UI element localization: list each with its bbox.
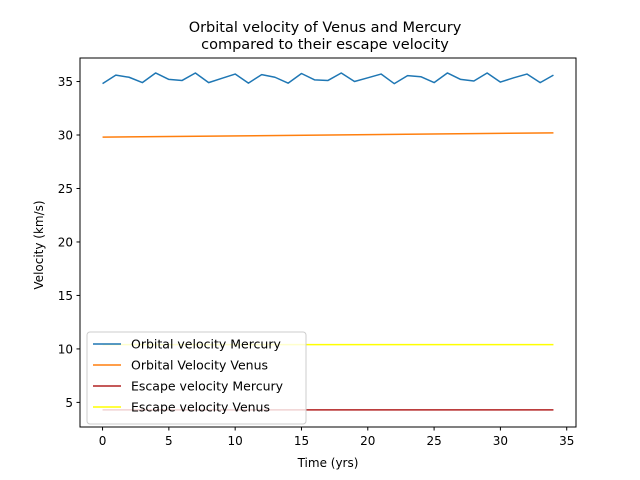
chart-title-line-1: Orbital velocity of Venus and Mercury xyxy=(189,20,462,36)
legend: Orbital velocity Mercury Orbital Velocity… xyxy=(86,331,307,425)
legend-entry-0: Orbital velocity Mercury xyxy=(131,337,281,352)
y-tick-label: 15 xyxy=(58,289,73,303)
y-tick-label: 25 xyxy=(58,182,73,196)
x-tick-label: 5 xyxy=(165,434,173,448)
x-tick-label: 25 xyxy=(426,434,441,448)
series-line-1 xyxy=(102,132,554,138)
x-axis-title: Time (yrs) xyxy=(297,456,359,470)
series-line-0 xyxy=(102,72,554,85)
y-tick-label: 30 xyxy=(58,129,73,143)
y-tick-label: 5 xyxy=(65,396,73,410)
legend-entry-3: Escape velocity Venus xyxy=(131,400,270,415)
axes: 0 5 10 15 20 25 30 35 5 10 15 20 25 30 35 xyxy=(58,57,577,448)
x-tick-label: 10 xyxy=(228,434,243,448)
legend-entry-1: Orbital Velocity Venus xyxy=(131,358,268,373)
x-tick-label: 0 xyxy=(99,434,107,448)
legend-entry-2: Escape velocity Mercury xyxy=(131,379,284,394)
axes-frame xyxy=(79,57,577,428)
y-tick-label: 35 xyxy=(58,75,73,89)
y-axis-title: Velocity (km/s) xyxy=(32,200,46,289)
legend-box xyxy=(86,331,307,425)
x-tick-label: 15 xyxy=(294,434,309,448)
y-tick-label: 10 xyxy=(58,342,73,356)
chart-title-line-2: compared to their escape velocity xyxy=(201,37,449,53)
y-tick-label: 20 xyxy=(58,235,73,249)
x-tick-label: 20 xyxy=(360,434,375,448)
x-tick-label: 35 xyxy=(559,434,574,448)
x-tick-label: 30 xyxy=(493,434,508,448)
